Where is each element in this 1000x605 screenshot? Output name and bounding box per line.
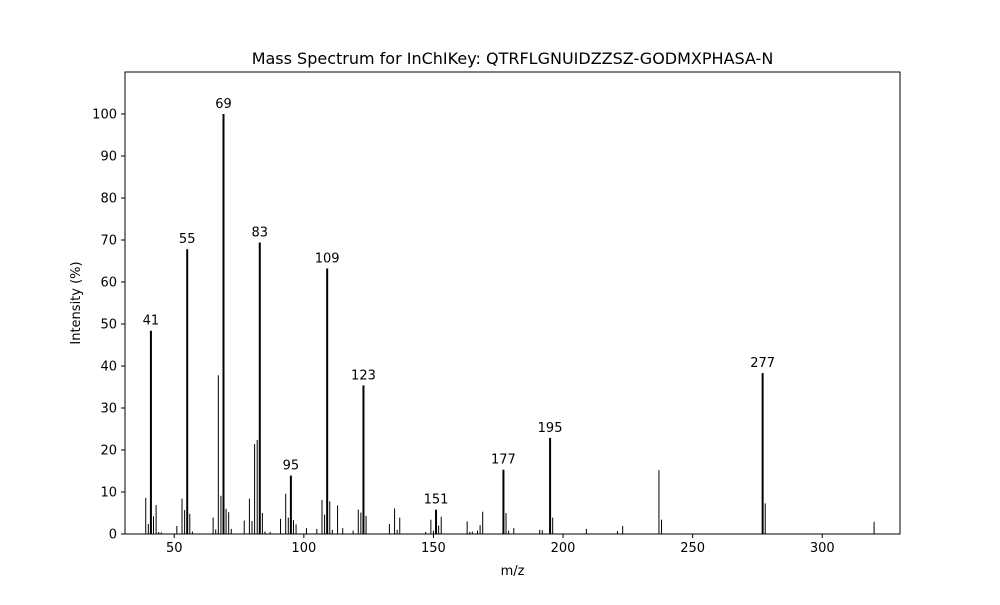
y-axis-label: Intensity (%) xyxy=(69,261,84,344)
x-tick-label: 200 xyxy=(551,541,576,556)
peak-label-277: 277 xyxy=(750,356,775,371)
peak-labels: 41 55 69 83 95 109 123 151 177 195 277 xyxy=(143,97,775,508)
spectrum-bars xyxy=(145,114,875,534)
peak-label-55: 55 xyxy=(179,232,196,247)
peak-label-95: 95 xyxy=(283,459,300,474)
peak-label-69: 69 xyxy=(215,97,232,112)
peak-label-123: 123 xyxy=(351,368,376,383)
y-tick-label: 60 xyxy=(100,276,117,291)
y-tick-label: 100 xyxy=(92,108,117,123)
x-tick-label: 50 xyxy=(166,541,183,556)
plot-frame xyxy=(124,71,901,535)
x-tick-label: 300 xyxy=(810,541,835,556)
y-tick-label: 90 xyxy=(100,150,117,165)
peak-label-41: 41 xyxy=(143,314,160,329)
y-tick-label: 20 xyxy=(100,444,117,459)
peak-label-195: 195 xyxy=(538,421,563,436)
y-axis-ticks: 0 10 20 30 40 50 60 70 80 90 100 xyxy=(92,108,125,543)
chart-title: Mass Spectrum for InChIKey: QTRFLGNUIDZZ… xyxy=(252,49,774,68)
peak-label-151: 151 xyxy=(424,493,449,508)
peak-label-83: 83 xyxy=(252,226,269,241)
y-tick-label: 30 xyxy=(100,402,117,417)
x-tick-label: 250 xyxy=(680,541,705,556)
peak-label-177: 177 xyxy=(491,453,516,468)
x-axis-label: m/z xyxy=(501,564,525,579)
peak-label-109: 109 xyxy=(315,252,340,267)
y-tick-label: 0 xyxy=(109,528,117,543)
y-tick-label: 40 xyxy=(100,360,117,375)
y-tick-label: 10 xyxy=(100,486,117,501)
x-tick-label: 150 xyxy=(421,541,446,556)
x-tick-label: 100 xyxy=(291,541,316,556)
y-tick-label: 70 xyxy=(100,234,117,249)
x-axis-ticks: 50 100 150 200 250 300 xyxy=(166,534,835,556)
y-tick-label: 80 xyxy=(100,192,117,207)
y-tick-label: 50 xyxy=(100,318,117,333)
